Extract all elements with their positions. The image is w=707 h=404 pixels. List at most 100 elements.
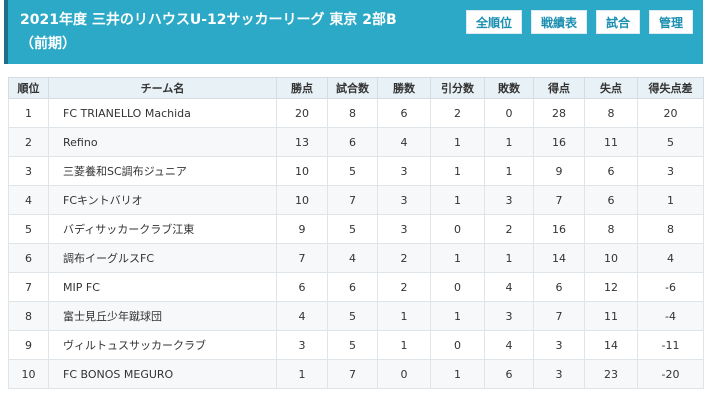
cell-played: 7 [327, 185, 378, 215]
cell-played: 8 [327, 98, 378, 128]
cell-played: 5 [327, 214, 378, 244]
cell-losses: 1 [484, 243, 534, 273]
cell-team-name[interactable]: 富士見丘少年蹴球団 [48, 301, 277, 331]
header-nav: 全順位 戦績表 試合 管理 [465, 10, 693, 34]
admin-button[interactable]: 管理 [648, 10, 693, 34]
cell-goal-difference: -20 [637, 359, 704, 389]
column-header-goals-against[interactable]: 失点 [584, 77, 638, 99]
cell-losses: 2 [484, 214, 534, 244]
cell-team-name[interactable]: FC BONOS MEGURO [48, 359, 277, 389]
cell-rank: 3 [8, 156, 49, 186]
table-row: 7 MIP FC 6 6 2 0 4 6 12 -6 [8, 272, 704, 302]
column-header-goals-for[interactable]: 得点 [533, 77, 585, 99]
cell-goals-against: 8 [584, 214, 638, 244]
cell-goals-for: 28 [533, 98, 585, 128]
table-header-row: 順位 チーム名 勝点 試合数 勝数 引分数 敗数 得点 失点 得失点差 [8, 77, 704, 99]
cell-points: 13 [276, 127, 328, 157]
column-header-draws[interactable]: 引分数 [430, 77, 485, 99]
table-row: 9 ヴィルトュスサッカークラブ 3 5 1 0 4 3 14 -11 [8, 330, 704, 360]
cell-played: 7 [327, 359, 378, 389]
cell-goals-against: 6 [584, 156, 638, 186]
column-header-team[interactable]: チーム名 [48, 77, 277, 99]
cell-goal-difference: -6 [637, 272, 704, 302]
cell-draws: 1 [430, 185, 485, 215]
column-header-rank[interactable]: 順位 [8, 77, 49, 99]
cell-rank: 6 [8, 243, 49, 273]
results-table-button[interactable]: 戦績表 [530, 10, 587, 34]
standings-table: 順位 チーム名 勝点 試合数 勝数 引分数 敗数 得点 失点 得失点差 1 FC … [8, 77, 704, 389]
cell-losses: 4 [484, 272, 534, 302]
cell-draws: 1 [430, 359, 485, 389]
cell-draws: 0 [430, 330, 485, 360]
column-header-played[interactable]: 試合数 [327, 77, 378, 99]
cell-goals-against: 14 [584, 330, 638, 360]
cell-draws: 1 [430, 127, 485, 157]
cell-goals-against: 8 [584, 98, 638, 128]
column-header-goal-difference[interactable]: 得失点差 [637, 77, 704, 99]
cell-losses: 0 [484, 98, 534, 128]
cell-team-name[interactable]: バディサッカークラブ江東 [48, 214, 277, 244]
cell-draws: 2 [430, 98, 485, 128]
cell-wins: 2 [377, 272, 431, 302]
cell-losses: 3 [484, 301, 534, 331]
cell-losses: 3 [484, 185, 534, 215]
cell-points: 10 [276, 156, 328, 186]
standings-body: 1 FC TRIANELLO Machida 20 8 6 2 0 28 8 20 2 Refino 1… [8, 98, 704, 389]
cell-points: 3 [276, 330, 328, 360]
cell-goal-difference: 5 [637, 127, 704, 157]
cell-played: 4 [327, 243, 378, 273]
table-row: 8 富士見丘少年蹴球団 4 5 1 1 3 7 11 -4 [8, 301, 704, 331]
cell-rank: 1 [8, 98, 49, 128]
cell-goals-for: 3 [533, 330, 585, 360]
cell-goals-against: 10 [584, 243, 638, 273]
cell-points: 7 [276, 243, 328, 273]
cell-points: 4 [276, 301, 328, 331]
cell-goals-for: 6 [533, 272, 585, 302]
cell-wins: 3 [377, 156, 431, 186]
cell-draws: 0 [430, 272, 485, 302]
cell-team-name[interactable]: FCキントバリオ [48, 185, 277, 215]
cell-wins: 1 [377, 301, 431, 331]
cell-wins: 3 [377, 185, 431, 215]
all-standings-button[interactable]: 全順位 [465, 10, 522, 34]
cell-team-name[interactable]: MIP FC [48, 272, 277, 302]
cell-wins: 1 [377, 330, 431, 360]
column-header-points[interactable]: 勝点 [276, 77, 328, 99]
cell-losses: 4 [484, 330, 534, 360]
cell-rank: 10 [8, 359, 49, 389]
cell-draws: 0 [430, 214, 485, 244]
cell-goal-difference: 20 [637, 98, 704, 128]
cell-points: 10 [276, 185, 328, 215]
cell-losses: 6 [484, 359, 534, 389]
cell-played: 5 [327, 330, 378, 360]
cell-goals-for: 7 [533, 301, 585, 331]
cell-team-name[interactable]: Refino [48, 127, 277, 157]
cell-team-name[interactable]: ヴィルトュスサッカークラブ [48, 330, 277, 360]
cell-draws: 1 [430, 243, 485, 273]
matches-button[interactable]: 試合 [595, 10, 640, 34]
cell-played: 5 [327, 156, 378, 186]
cell-team-name[interactable]: FC TRIANELLO Machida [48, 98, 277, 128]
cell-goals-for: 3 [533, 359, 585, 389]
cell-rank: 2 [8, 127, 49, 157]
cell-team-name[interactable]: 調布イーグルスFC [48, 243, 277, 273]
cell-goals-for: 7 [533, 185, 585, 215]
column-header-wins[interactable]: 勝数 [377, 77, 431, 99]
cell-losses: 1 [484, 156, 534, 186]
cell-rank: 8 [8, 301, 49, 331]
cell-rank: 5 [8, 214, 49, 244]
cell-goals-against: 23 [584, 359, 638, 389]
cell-points: 1 [276, 359, 328, 389]
table-row: 4 FCキントバリオ 10 7 3 1 3 7 6 1 [8, 185, 704, 215]
cell-team-name[interactable]: 三菱養和SC調布ジュニア [48, 156, 277, 186]
column-header-losses[interactable]: 敗数 [484, 77, 534, 99]
cell-goals-for: 16 [533, 214, 585, 244]
cell-goals-against: 6 [584, 185, 638, 215]
cell-goal-difference: 1 [637, 185, 704, 215]
table-row: 1 FC TRIANELLO Machida 20 8 6 2 0 28 8 20 [8, 98, 704, 128]
cell-goals-for: 16 [533, 127, 585, 157]
cell-wins: 6 [377, 98, 431, 128]
cell-goal-difference: -4 [637, 301, 704, 331]
cell-goals-against: 11 [584, 301, 638, 331]
cell-goals-for: 9 [533, 156, 585, 186]
